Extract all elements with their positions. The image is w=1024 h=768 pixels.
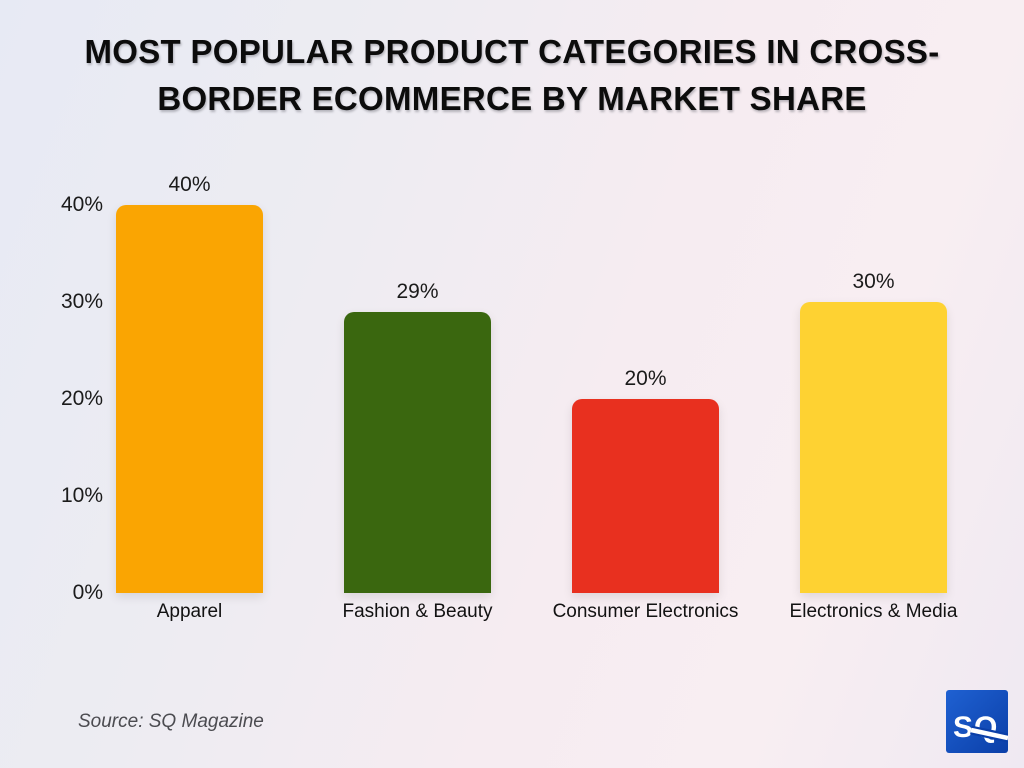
bar-value-label: 20% [624, 367, 667, 390]
bar-value-label: 29% [396, 280, 439, 303]
bar-value-label: 30% [852, 270, 895, 293]
y-axis-tick-label: 0% [72, 581, 103, 604]
bar-apparel [116, 205, 263, 593]
y-axis-tick-label: 10% [60, 484, 103, 507]
bar-fashion-beauty [344, 312, 491, 593]
bar-electronics-media [800, 302, 947, 593]
sq-magazine-logo: SQ [946, 690, 1008, 753]
y-axis-tick-label: 40% [60, 193, 103, 216]
bar-category-label: Electronics & Media [789, 601, 958, 622]
sq-logo-icon: SQ [946, 690, 1008, 753]
y-axis-tick-label: 20% [60, 387, 103, 410]
bar-value-label: 40% [168, 173, 211, 196]
source-credit: Source: SQ Magazine [78, 711, 264, 732]
bar-category-label: Fashion & Beauty [342, 601, 493, 622]
bar-category-label: Apparel [156, 601, 223, 622]
bar-consumer-electronics [572, 399, 719, 593]
bar-category-label: Consumer Electronics [552, 601, 739, 622]
chart-title: MOST POPULAR PRODUCT CATEGORIES IN CROSS… [84, 33, 940, 117]
y-axis-tick-label: 30% [60, 290, 103, 313]
